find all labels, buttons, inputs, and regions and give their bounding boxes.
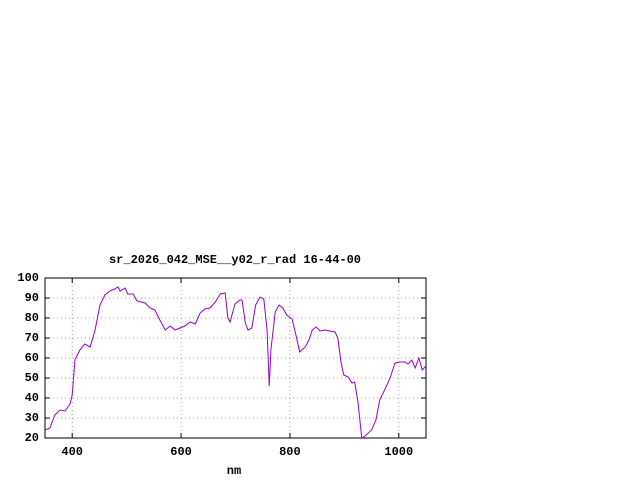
y-tick-label: 20: [25, 431, 39, 445]
y-tick-label: 70: [25, 331, 39, 345]
x-tick-label: 600: [170, 445, 192, 459]
plot-frame: [44, 277, 427, 439]
data-line: [44, 286, 427, 439]
y-tick-label: 50: [25, 371, 39, 385]
x-tick-label: 800: [279, 445, 301, 459]
y-tick-label: 40: [25, 391, 39, 405]
y-tick-label: 60: [25, 351, 39, 365]
y-tick-label: 80: [25, 311, 39, 325]
y-tick-label: 30: [25, 411, 39, 425]
x-axis-label: nm: [227, 464, 241, 478]
y-tick-label: 100: [17, 271, 39, 285]
y-tick-label: 90: [25, 291, 39, 305]
x-tick-label: 400: [61, 445, 83, 459]
x-tick-label: 1000: [384, 445, 413, 459]
chart-title: sr_2026_042_MSE__y02_r_rad 16-44-00: [109, 253, 361, 267]
